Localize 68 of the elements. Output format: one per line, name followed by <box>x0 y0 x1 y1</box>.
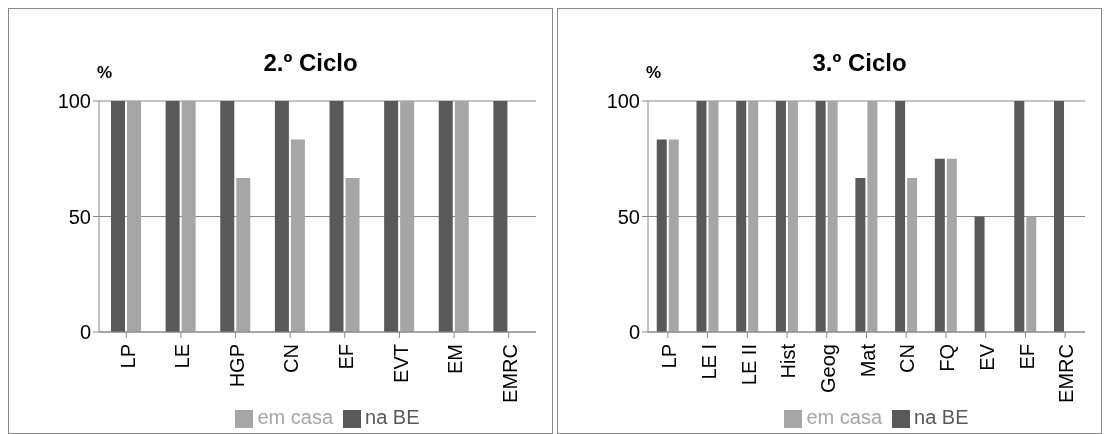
bar <box>1026 216 1037 332</box>
legend-label: na BE <box>914 406 969 428</box>
bar <box>708 101 719 332</box>
x-tick-label: EF <box>335 344 358 370</box>
x-tick-label: EM <box>444 344 467 374</box>
bar <box>493 101 508 332</box>
bar <box>1014 101 1025 332</box>
y-axis-title: % <box>97 63 113 83</box>
x-tick-label: Hist <box>777 343 800 379</box>
bar <box>946 158 957 332</box>
x-tick-label: CN <box>896 344 919 373</box>
bar <box>438 101 453 332</box>
x-tick-label: CN <box>280 344 303 373</box>
bar <box>815 101 826 332</box>
y-tick-label: 50 <box>617 205 640 228</box>
x-tick-label: EMRC <box>498 344 521 403</box>
bar <box>736 101 747 332</box>
x-tick-label: EF <box>1015 344 1038 370</box>
bar <box>111 101 126 332</box>
y-tick-label: 100 <box>57 90 91 113</box>
x-tick-label: FQ <box>936 344 959 372</box>
bar <box>696 101 707 332</box>
bar <box>454 101 469 332</box>
x-tick-label: Geog <box>816 344 839 393</box>
legend-label: em casa <box>257 406 334 428</box>
bar <box>867 101 878 332</box>
x-tick-label: LP <box>116 344 139 369</box>
bar <box>400 101 415 332</box>
bar <box>974 216 985 332</box>
x-tick-label: EV <box>975 343 998 371</box>
bar <box>181 101 196 332</box>
bar <box>1054 101 1065 332</box>
x-tick-label: LP <box>658 344 681 369</box>
bar <box>345 177 360 332</box>
chart-title: 2.º Ciclo <box>263 49 358 76</box>
x-tick-label: EVT <box>389 344 412 383</box>
bar <box>220 101 235 332</box>
bar <box>127 101 142 332</box>
bar <box>668 139 679 332</box>
y-axis-title: % <box>646 63 662 83</box>
legend-label: na BE <box>365 406 420 428</box>
y-tick-label: 0 <box>79 321 91 344</box>
legend-label: em casa <box>806 406 883 428</box>
bar <box>895 101 906 332</box>
y-tick-label: 100 <box>606 90 640 113</box>
bar <box>329 101 344 332</box>
x-tick-label: LE <box>171 344 194 369</box>
bar <box>236 177 251 332</box>
x-tick-label: LE II <box>737 344 760 386</box>
bar <box>748 101 759 332</box>
bar <box>855 177 866 332</box>
bar <box>787 101 798 332</box>
bar <box>907 177 918 332</box>
bar <box>384 101 399 332</box>
x-tick-label: EMRC <box>1055 344 1078 403</box>
bar <box>274 101 289 332</box>
x-tick-label: LE I <box>697 344 720 380</box>
bar <box>290 139 305 332</box>
bar <box>827 101 838 332</box>
x-tick-label: Mat <box>856 343 879 378</box>
y-tick-label: 0 <box>628 321 640 344</box>
x-tick-label: HGP <box>225 344 248 388</box>
bar <box>934 158 945 332</box>
bar <box>165 101 180 332</box>
chart-title: 3.º Ciclo <box>812 49 907 76</box>
bar <box>775 101 786 332</box>
y-tick-label: 50 <box>68 205 91 228</box>
bar <box>656 139 667 332</box>
